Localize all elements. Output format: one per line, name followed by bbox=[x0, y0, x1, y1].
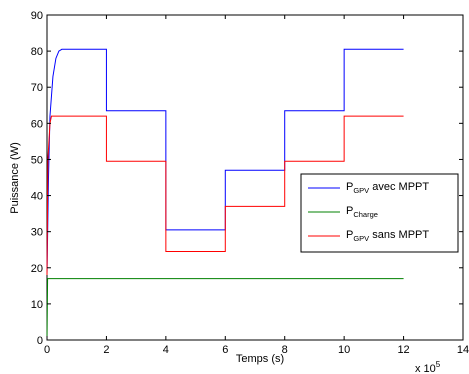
y-tick-label: 10 bbox=[31, 299, 43, 311]
tick-layer: 0 2 4 6 8 10 12 14 0 10 20 30 40 50 60 70 80 90 bbox=[31, 10, 469, 356]
x-tick-label: 4 bbox=[163, 344, 169, 356]
x-tick-label: 8 bbox=[282, 344, 288, 356]
y-tick-label: 80 bbox=[31, 46, 43, 58]
x-tick-label: 2 bbox=[103, 344, 109, 356]
legend-sub: Charge bbox=[353, 210, 378, 219]
y-tick-label: 30 bbox=[31, 227, 43, 239]
legend-main: P bbox=[346, 229, 353, 241]
y-tick-label: 0 bbox=[37, 335, 43, 347]
y-tick-label: 40 bbox=[31, 191, 43, 203]
legend-entry-1: PCharge bbox=[346, 205, 378, 219]
x-multiplier-base: x 10 bbox=[415, 363, 436, 374]
x-axis-label: Temps (s) bbox=[236, 353, 284, 365]
legend-rest: avec MPPT bbox=[369, 181, 429, 193]
series-line-1 bbox=[46, 278, 404, 341]
x-tick-label: 12 bbox=[397, 344, 409, 356]
legend-main: P bbox=[346, 205, 353, 217]
legend-entry-0: PGPV avec MPPT bbox=[346, 181, 429, 195]
legend-rest: sans MPPT bbox=[369, 229, 429, 241]
y-tick-label: 20 bbox=[31, 263, 43, 275]
svg-text:x 105: x 105 bbox=[415, 360, 441, 374]
y-axis-label: Puissance (W) bbox=[9, 142, 21, 214]
x-tick-label: 10 bbox=[338, 344, 350, 356]
series-line-2 bbox=[46, 115, 404, 276]
legend-box bbox=[300, 173, 459, 253]
x-multiplier-exp: 5 bbox=[436, 360, 441, 369]
legend-entry-2: PGPV sans MPPT bbox=[346, 229, 429, 243]
series-layer bbox=[46, 48, 404, 341]
x-tick-label: 14 bbox=[457, 344, 469, 356]
y-tick-label: 60 bbox=[31, 118, 43, 130]
legend-sub: GPV bbox=[353, 186, 369, 195]
x-tick-label: 6 bbox=[222, 344, 228, 356]
x-tick-label: 0 bbox=[44, 344, 50, 356]
y-tick-label: 70 bbox=[31, 82, 43, 94]
legend-main: P bbox=[346, 181, 353, 193]
series-line-0 bbox=[46, 48, 404, 276]
x-multiplier: x 105 bbox=[415, 360, 441, 374]
legend-sub: GPV bbox=[353, 234, 369, 243]
y-tick-label: 90 bbox=[31, 10, 43, 22]
y-tick-label: 50 bbox=[31, 154, 43, 166]
